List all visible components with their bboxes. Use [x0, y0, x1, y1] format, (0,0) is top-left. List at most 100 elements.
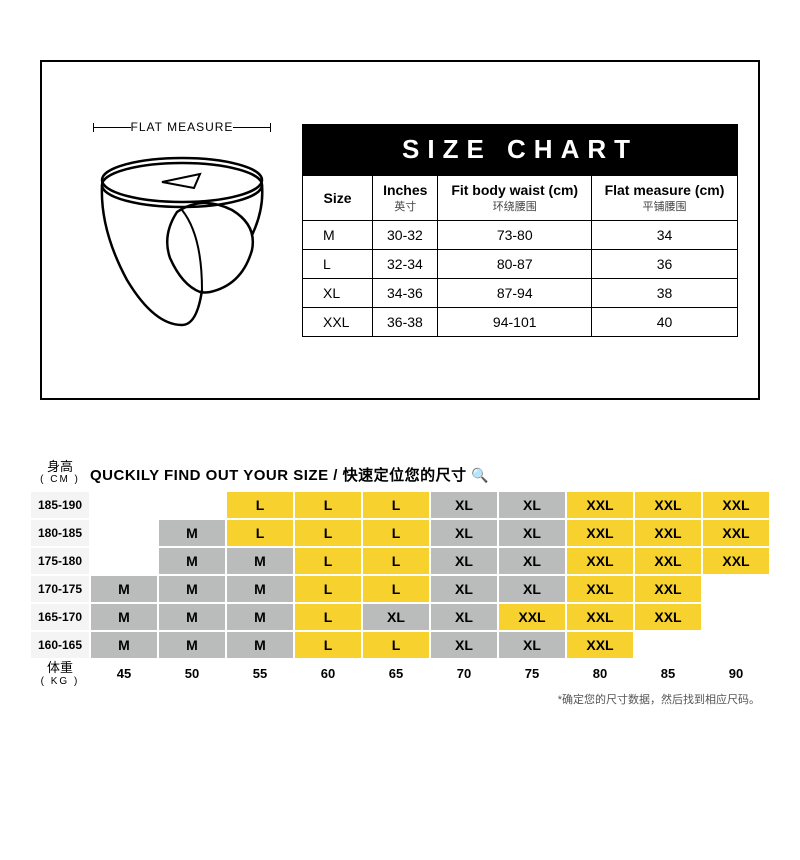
size-grid-cell [90, 547, 158, 575]
size-grid-cell: L [294, 519, 362, 547]
height-row-label: 180-185 [30, 519, 90, 547]
weight-col-label: 75 [498, 666, 566, 681]
size-grid-cell: XL [498, 519, 566, 547]
size-grid-cell [158, 491, 226, 519]
weight-col-label: 80 [566, 666, 634, 681]
size-chart-cell: 94-101 [438, 307, 591, 336]
size-chart-cell: 80-87 [438, 249, 591, 278]
size-grid-cell: XXL [634, 603, 702, 631]
size-grid-cell: L [226, 519, 294, 547]
height-row-label: 165-170 [30, 603, 90, 631]
size-grid-cell: M [90, 575, 158, 603]
size-grid-cell: XXL [566, 631, 634, 659]
weight-col-label: 85 [634, 666, 702, 681]
size-chart-cell: XL [303, 278, 373, 307]
size-grid-cell [634, 631, 702, 659]
size-grid-cell: XL [498, 491, 566, 519]
size-grid-cell: L [294, 603, 362, 631]
size-grid: 185-190LLLXLXLXXLXXLXXL180-185MLLLXLXLXX… [30, 491, 770, 659]
size-grid-cell: XL [498, 547, 566, 575]
magnifier-icon: 🔍 [471, 467, 489, 483]
footnote: *确定您的尺寸数据，然后找到相应尺码。 [30, 691, 770, 707]
size-grid-cell: XXL [566, 603, 634, 631]
size-grid-cell: M [158, 519, 226, 547]
size-grid-cell: XL [430, 519, 498, 547]
size-grid-cell: L [294, 491, 362, 519]
size-chart-cell: XXL [303, 307, 373, 336]
size-grid-cell [90, 519, 158, 547]
size-grid-cell: M [226, 575, 294, 603]
weight-col-label: 50 [158, 666, 226, 681]
size-grid-cell: XXL [702, 491, 770, 519]
size-chart-header: Size [303, 175, 373, 220]
size-grid-cell: XXL [566, 491, 634, 519]
size-grid-cell: XXL [702, 547, 770, 575]
size-grid-cell: M [90, 631, 158, 659]
size-grid-cell: M [226, 603, 294, 631]
size-grid-cell [90, 491, 158, 519]
size-grid-cell: XL [498, 631, 566, 659]
size-grid-cell: XXL [634, 519, 702, 547]
weight-col-label: 55 [226, 666, 294, 681]
size-grid-cell: L [362, 575, 430, 603]
weight-col-label: 60 [294, 666, 362, 681]
size-chart-header: Inches英寸 [373, 175, 438, 220]
size-grid-cell: M [158, 575, 226, 603]
weight-col-label: 90 [702, 666, 770, 681]
size-grid-cell: M [90, 603, 158, 631]
diagram-area: FLAT MEASURE [62, 120, 302, 340]
size-chart-panel: FLAT MEASURE SIZE CHART SizeInches英寸Fit … [40, 60, 760, 400]
size-table: SIZE CHART SizeInches英寸Fit body waist (c… [302, 124, 738, 337]
size-grid-cell: L [362, 547, 430, 575]
size-grid-cell: L [362, 631, 430, 659]
height-row-label: 160-165 [30, 631, 90, 659]
size-grid-cell: XXL [566, 519, 634, 547]
weight-col-label: 70 [430, 666, 498, 681]
size-finder-panel: 身高 ( CM ) QUCKILY FIND OUT YOUR SIZE / 快… [30, 460, 770, 707]
weight-col-label: 65 [362, 666, 430, 681]
size-grid-cell: L [362, 519, 430, 547]
height-row-label: 175-180 [30, 547, 90, 575]
quick-find-title: QUCKILY FIND OUT YOUR SIZE / 快速定位您的尺寸 🔍 [90, 464, 489, 485]
size-grid-cell: L [294, 575, 362, 603]
size-grid-cell: XL [430, 631, 498, 659]
size-grid-cell: M [158, 547, 226, 575]
size-grid-cell: M [158, 603, 226, 631]
size-chart-cell: 40 [591, 307, 737, 336]
weight-col-label: 45 [90, 666, 158, 681]
weight-axis-label: 体重( KG ) [30, 661, 90, 686]
size-chart-cell: 73-80 [438, 220, 591, 249]
size-grid-cell: XXL [634, 491, 702, 519]
size-grid-cell: XXL [634, 575, 702, 603]
height-row-label: 170-175 [30, 575, 90, 603]
size-chart-title: SIZE CHART [302, 124, 738, 175]
size-chart-cell: 38 [591, 278, 737, 307]
size-chart-cell: 36 [591, 249, 737, 278]
size-chart-cell: 36-38 [373, 307, 438, 336]
size-grid-cell: XL [430, 575, 498, 603]
size-grid-cell: XXL [566, 547, 634, 575]
size-chart-cell: 34-36 [373, 278, 438, 307]
size-grid-cell: L [226, 491, 294, 519]
garment-icon [82, 140, 282, 340]
size-grid-cell: XL [498, 575, 566, 603]
size-grid-cell: XL [430, 603, 498, 631]
size-grid-cell: M [226, 547, 294, 575]
size-grid-cell: M [158, 631, 226, 659]
size-grid-cell: XXL [498, 603, 566, 631]
weight-axis: 体重( KG )45505560657075808590 [30, 661, 770, 686]
size-grid-cell: M [226, 631, 294, 659]
size-grid-cell [702, 575, 770, 603]
height-row-label: 185-190 [30, 491, 90, 519]
size-grid-cell [702, 631, 770, 659]
flat-measure-text: FLAT MEASURE [131, 120, 234, 134]
size-grid-cell: XXL [566, 575, 634, 603]
size-grid-cell: XXL [634, 547, 702, 575]
size-chart-header: Flat measure (cm)平铺腰围 [591, 175, 737, 220]
size-chart-cell: 32-34 [373, 249, 438, 278]
size-chart-header: Fit body waist (cm)环绕腰围 [438, 175, 591, 220]
size-chart-table: SizeInches英寸Fit body waist (cm)环绕腰围Flat … [302, 175, 738, 337]
size-grid-cell: XL [362, 603, 430, 631]
size-chart-cell: 30-32 [373, 220, 438, 249]
size-chart-cell: L [303, 249, 373, 278]
